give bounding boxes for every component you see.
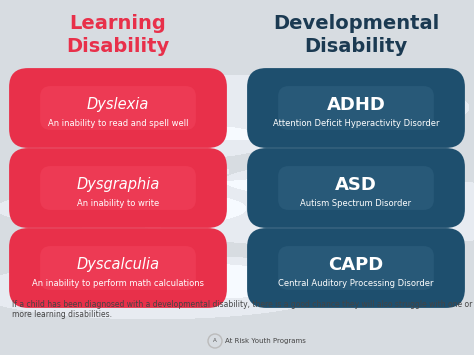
Text: CAPD: CAPD [328, 256, 383, 274]
Text: Attention Deficit Hyperactivity Disorder: Attention Deficit Hyperactivity Disorder [273, 120, 439, 129]
Text: If a child has been diagnosed with a developmental disability, there is a good c: If a child has been diagnosed with a dev… [12, 300, 473, 320]
Text: Autism Spectrum Disorder: Autism Spectrum Disorder [301, 200, 411, 208]
Text: ADHD: ADHD [327, 95, 385, 114]
FancyBboxPatch shape [9, 228, 227, 308]
FancyBboxPatch shape [247, 148, 465, 228]
Text: Learning
Disability: Learning Disability [66, 14, 170, 56]
Text: Central Auditory Processing Disorder: Central Auditory Processing Disorder [278, 279, 434, 289]
FancyBboxPatch shape [278, 86, 434, 130]
FancyBboxPatch shape [247, 68, 465, 148]
FancyBboxPatch shape [278, 166, 434, 210]
Text: ASD: ASD [335, 176, 377, 193]
FancyBboxPatch shape [9, 68, 227, 148]
Text: An inability to perform math calculations: An inability to perform math calculation… [32, 279, 204, 289]
Text: Developmental
Disability: Developmental Disability [273, 14, 439, 56]
Text: A: A [213, 339, 217, 344]
FancyBboxPatch shape [40, 166, 196, 210]
Text: An inability to write: An inability to write [77, 200, 159, 208]
FancyBboxPatch shape [278, 246, 434, 290]
Text: Dyscalculia: Dyscalculia [76, 257, 160, 272]
Text: At Risk Youth Programs: At Risk Youth Programs [225, 338, 306, 344]
Text: Dyslexia: Dyslexia [87, 97, 149, 112]
FancyBboxPatch shape [40, 86, 196, 130]
FancyBboxPatch shape [40, 246, 196, 290]
Text: An inability to read and spell well: An inability to read and spell well [48, 120, 188, 129]
FancyBboxPatch shape [247, 228, 465, 308]
FancyBboxPatch shape [9, 148, 227, 228]
Text: Dysgraphia: Dysgraphia [76, 177, 160, 192]
